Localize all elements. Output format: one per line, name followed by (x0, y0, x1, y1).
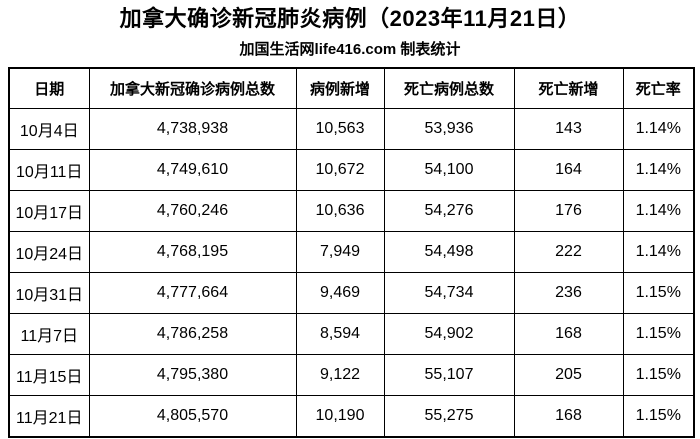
column-header-total-cases: 加拿大新冠确诊病例总数 (88, 67, 297, 109)
table-row: 10月17日 4,760,246 10,636 54,276 176 1.14% (8, 190, 695, 232)
cell-new-deaths: 168 (513, 395, 624, 438)
cell-new-cases: 8,594 (295, 313, 385, 355)
cell-date: 10月11日 (8, 149, 90, 191)
cell-new-cases: 9,469 (295, 272, 385, 314)
cell-new-cases: 10,190 (295, 395, 385, 438)
cell-new-cases: 10,672 (295, 149, 385, 191)
cell-total-deaths: 55,107 (383, 354, 515, 396)
cell-total-cases: 4,768,195 (88, 231, 297, 273)
cell-new-cases: 9,122 (295, 354, 385, 396)
table-body: 10月4日 4,738,938 10,563 53,936 143 1.14% … (8, 108, 695, 438)
cell-date: 11月15日 (8, 354, 90, 396)
cell-total-deaths: 54,902 (383, 313, 515, 355)
column-header-total-deaths: 死亡病例总数 (383, 67, 515, 109)
column-header-death-rate: 死亡率 (622, 67, 695, 109)
page-subtitle: 加国生活网life416.com 制表统计 (239, 41, 461, 58)
column-header-date: 日期 (8, 67, 90, 109)
cell-new-cases: 7,949 (295, 231, 385, 273)
header-row: 日期 加拿大新冠确诊病例总数 病例新增 死亡病例总数 死亡新增 死亡率 (8, 67, 695, 109)
cell-new-deaths: 236 (513, 272, 624, 314)
table-row: 11月15日 4,795,380 9,122 55,107 205 1.15% (8, 354, 695, 396)
cell-date: 11月7日 (8, 313, 90, 355)
table-row: 11月7日 4,786,258 8,594 54,902 168 1.15% (8, 313, 695, 355)
cell-total-cases: 4,805,570 (88, 395, 297, 438)
table-row: 11月21日 4,805,570 10,190 55,275 168 1.15% (8, 395, 695, 438)
table-row: 10月11日 4,749,610 10,672 54,100 164 1.14% (8, 149, 695, 191)
cell-death-rate: 1.14% (622, 231, 695, 273)
table-row: 10月4日 4,738,938 10,563 53,936 143 1.14% (8, 108, 695, 150)
cell-death-rate: 1.15% (622, 354, 695, 396)
cell-death-rate: 1.14% (622, 149, 695, 191)
column-header-new-cases: 病例新增 (295, 67, 385, 109)
cell-total-cases: 4,760,246 (88, 190, 297, 232)
cell-death-rate: 1.15% (622, 313, 695, 355)
cell-new-deaths: 222 (513, 231, 624, 273)
cell-total-deaths: 54,734 (383, 272, 515, 314)
table-row: 10月31日 4,777,664 9,469 54,734 236 1.15% (8, 272, 695, 314)
cell-total-deaths: 54,100 (383, 149, 515, 191)
cell-new-cases: 10,636 (295, 190, 385, 232)
cell-new-deaths: 205 (513, 354, 624, 396)
cell-total-cases: 4,777,664 (88, 272, 297, 314)
cell-total-cases: 4,738,938 (88, 108, 297, 150)
cell-new-deaths: 143 (513, 108, 624, 150)
cell-total-deaths: 55,275 (383, 395, 515, 438)
cell-date: 10月4日 (8, 108, 90, 150)
cell-new-deaths: 176 (513, 190, 624, 232)
cell-total-cases: 4,795,380 (88, 354, 297, 396)
page-title: 加拿大确诊新冠肺炎病例（2023年11月21日） (119, 6, 581, 31)
cell-total-cases: 4,786,258 (88, 313, 297, 355)
cell-new-deaths: 168 (513, 313, 624, 355)
cell-new-cases: 10,563 (295, 108, 385, 150)
cell-total-deaths: 53,936 (383, 108, 515, 150)
cell-date: 10月17日 (8, 190, 90, 232)
cell-death-rate: 1.14% (622, 190, 695, 232)
cell-death-rate: 1.15% (622, 272, 695, 314)
cell-date: 10月31日 (8, 272, 90, 314)
table-row: 10月24日 4,768,195 7,949 54,498 222 1.14% (8, 231, 695, 273)
cell-total-cases: 4,749,610 (88, 149, 297, 191)
cell-total-deaths: 54,498 (383, 231, 515, 273)
column-header-new-deaths: 死亡新增 (513, 67, 624, 109)
covid-stats-table: 日期 加拿大新冠确诊病例总数 病例新增 死亡病例总数 死亡新增 死亡率 10月4… (8, 67, 695, 438)
cell-death-rate: 1.14% (622, 108, 695, 150)
cell-date: 11月21日 (8, 395, 90, 438)
cell-new-deaths: 164 (513, 149, 624, 191)
cell-date: 10月24日 (8, 231, 90, 273)
cell-total-deaths: 54,276 (383, 190, 515, 232)
cell-death-rate: 1.15% (622, 395, 695, 438)
table-header: 日期 加拿大新冠确诊病例总数 病例新增 死亡病例总数 死亡新增 死亡率 (8, 67, 695, 109)
